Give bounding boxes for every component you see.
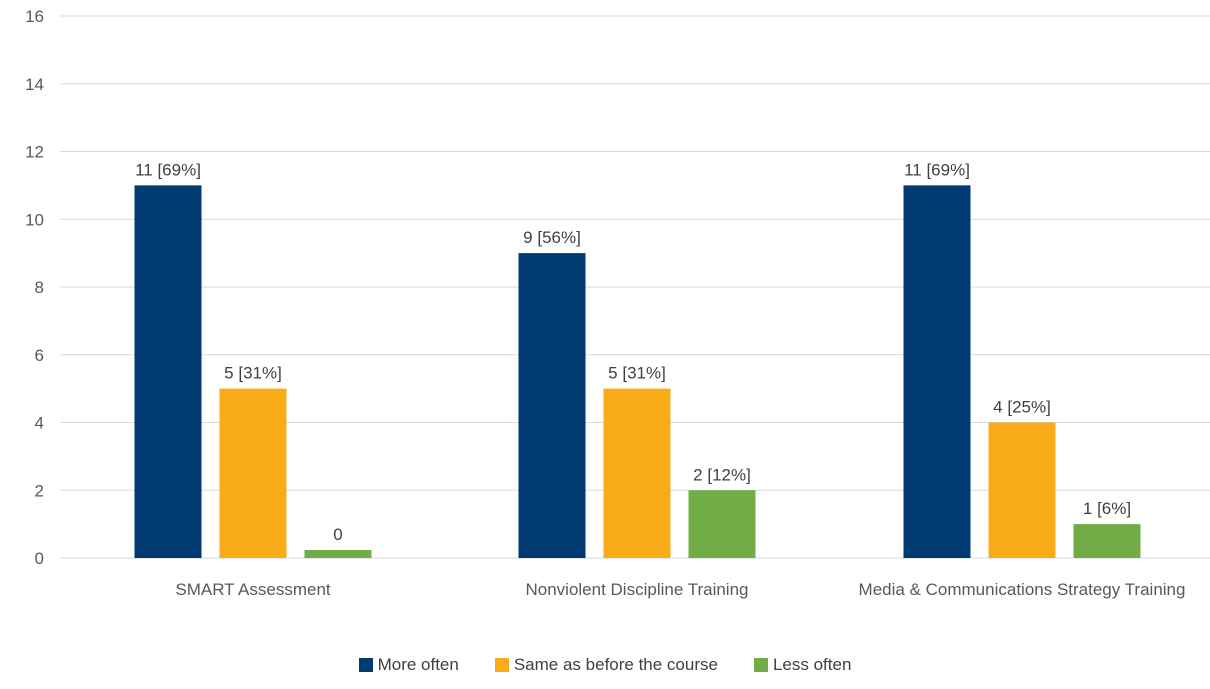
x-tick-label-line: SMART Assessment <box>175 580 331 599</box>
bar-more-often <box>134 185 202 558</box>
bar-same-as-before <box>603 388 671 558</box>
data-label: 11 [69%] <box>135 160 201 179</box>
legend-swatch <box>358 658 373 672</box>
legend-label: Less often <box>772 655 852 674</box>
x-tick-label: Media & Communications Strategy Training <box>859 580 1186 599</box>
x-tick-label-line: Nonviolent Discipline Training <box>525 580 748 599</box>
y-tick-label: 6 <box>35 346 44 365</box>
bar-more-often <box>903 185 971 558</box>
bar-same-as-before <box>219 388 287 558</box>
data-label: 4 [25%] <box>993 398 1051 417</box>
legend-item-less-often: Less often <box>753 655 852 675</box>
legend-item-more-often: More often <box>358 655 459 675</box>
data-label: 5 [31%] <box>224 364 282 383</box>
y-tick-label: 4 <box>35 414 44 433</box>
y-tick-label: 8 <box>35 278 44 297</box>
legend-item-same: Same as before the course <box>494 655 718 675</box>
data-labels: 11 [69%] 5 [31%] 0 9 [56%] 5 [31%] 2 [12%] 11 … <box>135 160 1131 544</box>
legend-label: More often <box>377 655 459 674</box>
x-tick-label: Nonviolent Discipline Training <box>525 580 748 599</box>
y-tick-label: 16 <box>25 7 44 26</box>
bar-same-as-before <box>988 422 1056 558</box>
data-label: 1 [6%] <box>1083 499 1131 518</box>
y-axis-ticks: 0 2 4 6 8 10 12 14 16 <box>25 7 44 568</box>
data-label: 11 [69%] <box>904 160 970 179</box>
data-label: 9 [56%] <box>523 228 581 247</box>
x-axis-ticks: SMART Assessment Nonviolent Discipline Tr… <box>175 580 1185 599</box>
y-tick-label: 10 <box>25 210 44 229</box>
data-label: 5 [31%] <box>608 364 666 383</box>
legend-swatch <box>753 658 768 672</box>
bar-less-often <box>304 550 372 558</box>
bar-less-often <box>688 490 756 558</box>
bar-more-often <box>518 253 586 558</box>
bars <box>134 185 1141 558</box>
bar-chart: 0 2 4 6 8 10 12 14 16 11 [69%] 5 [31%] 0 9 [56%] 5 [… <box>25 7 1210 599</box>
y-tick-label: 0 <box>35 549 44 568</box>
x-tick-label: SMART Assessment <box>175 580 331 599</box>
legend-swatch <box>494 658 509 672</box>
y-tick-label: 2 <box>35 481 44 500</box>
y-tick-label: 12 <box>25 143 44 162</box>
legend: More often Same as before the course Les… <box>0 655 1210 675</box>
bar-less-often <box>1073 524 1141 558</box>
x-tick-label-line: Media & Communications Strategy Training <box>859 580 1186 599</box>
data-label: 2 [12%] <box>693 465 751 484</box>
y-tick-label: 14 <box>25 75 44 94</box>
legend-label: Same as before the course <box>513 655 718 674</box>
data-label: 0 <box>333 525 342 544</box>
